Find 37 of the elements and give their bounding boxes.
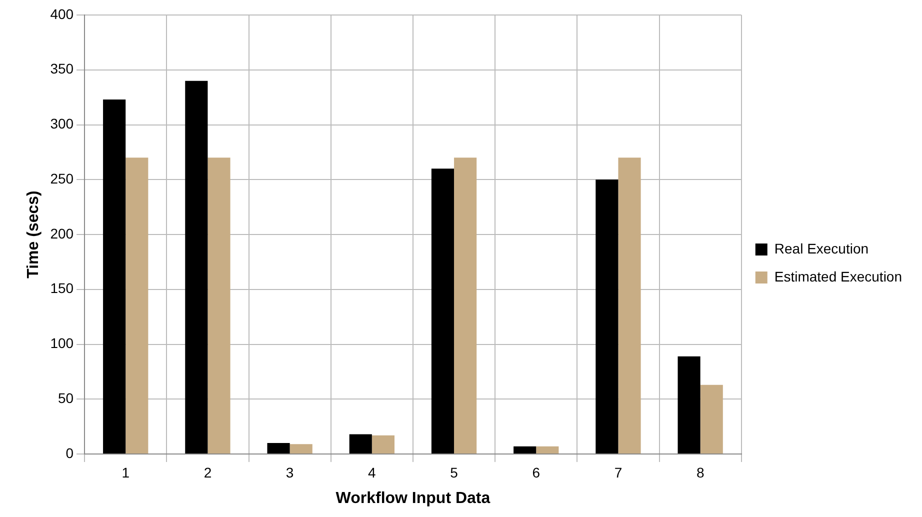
x-tick-label: 5 [450,464,458,480]
x-tick-label: 2 [204,464,212,480]
bar [700,384,723,454]
y-tick-label: 150 [50,280,74,296]
bar [290,444,312,454]
x-tick-label: 8 [696,464,704,480]
y-axis-title: Time (secs) [25,190,42,278]
y-tick-label: 50 [58,390,74,406]
bar [514,446,536,454]
bar [431,168,454,454]
bar [454,158,477,454]
y-tick-label: 300 [50,116,74,132]
bar [678,356,700,454]
x-tick-label: 1 [122,464,130,480]
y-tick-label: 400 [50,6,74,22]
x-tick-label: 4 [368,464,376,480]
x-axis-title: Workflow Input Data [336,490,490,507]
bar [618,158,641,454]
x-tick-label: 6 [532,464,540,480]
y-tick-label: 250 [50,170,74,186]
y-tick-label: 100 [50,335,74,352]
bar [126,158,148,454]
bar [103,100,126,454]
bar [208,158,230,454]
y-tick-label: 200 [50,225,74,242]
bar [372,435,394,454]
y-tick-label: 0 [66,444,74,461]
legend-label: Estimated Execution [774,268,902,284]
bar [596,180,618,454]
legend-label: Real Execution [774,240,869,256]
bar [349,434,372,454]
x-tick-label: 3 [286,464,294,480]
bar [267,443,290,454]
bar [536,446,559,454]
x-tick-label: 7 [614,464,622,480]
bar [185,80,208,454]
y-tick-label: 350 [50,60,74,77]
